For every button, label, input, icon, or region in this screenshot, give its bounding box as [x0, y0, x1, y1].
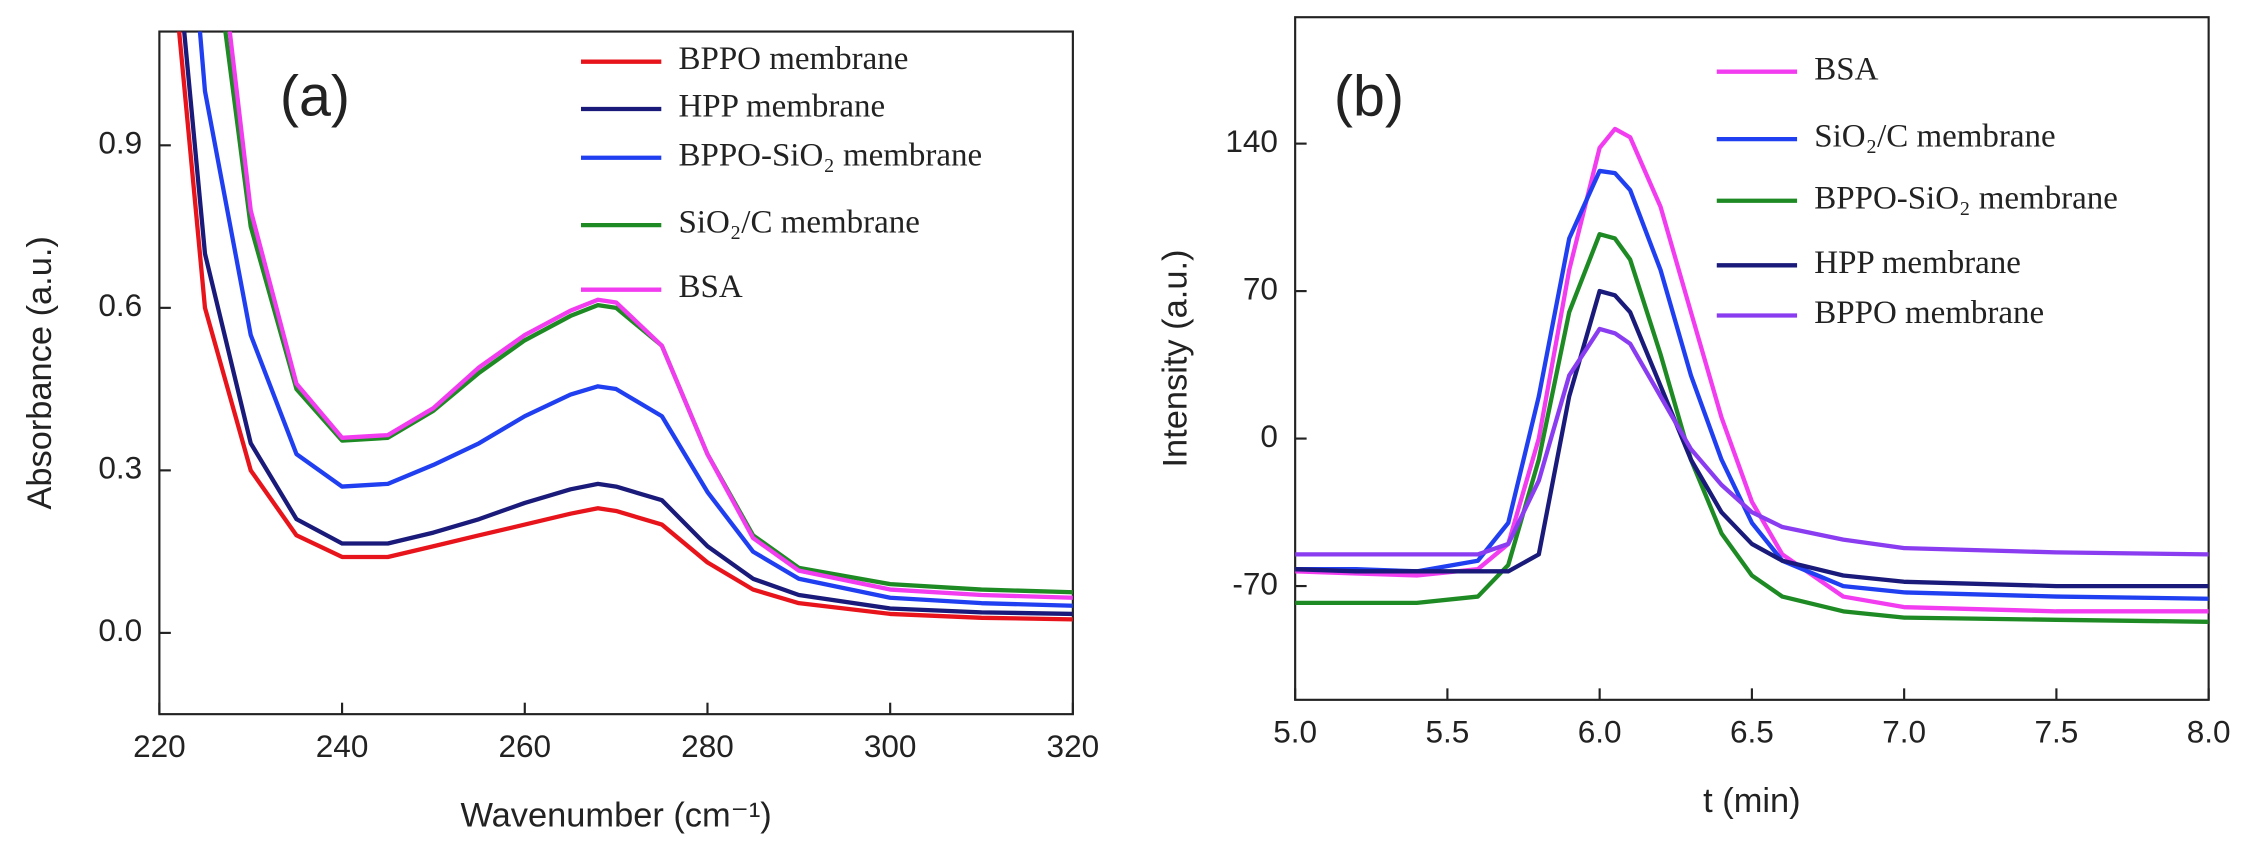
x-tick-label: 7.0: [1882, 714, 1926, 750]
series-line: [1295, 232, 2209, 624]
series-line: [197, 31, 1073, 608]
legend-label: HPP membrane: [1814, 245, 2021, 281]
y-tick-label: 0.6: [98, 287, 142, 323]
legend-label: BPPO membrane: [679, 41, 909, 77]
legend-label: HPP membrane: [679, 89, 886, 125]
legend-label: BSA: [679, 269, 743, 305]
x-tick-label: 320: [1047, 728, 1100, 764]
legend-label: SiO₂/C membrane: [679, 205, 920, 241]
y-tick-label: 0.9: [98, 125, 142, 161]
x-tick-label: 260: [498, 728, 551, 764]
series-line: [227, 31, 1073, 600]
x-tick-label: 220: [133, 728, 186, 764]
legend-label: BPPO-SiO₂ membrane: [1814, 180, 2118, 216]
x-tick-label: 8.0: [2187, 714, 2231, 750]
x-axis-label: t (min): [1703, 782, 1800, 820]
panel-label: (a): [280, 65, 350, 129]
y-tick-label: 140: [1225, 123, 1278, 159]
legend-label: BPPO-SiO₂ membrane: [679, 137, 983, 173]
series-group: [176, 31, 1073, 622]
legend-label: SiO₂/C membrane: [1814, 119, 2055, 155]
y-axis-label: Intensity (a.u.): [1157, 250, 1195, 468]
legend-label: BSA: [1814, 51, 1878, 87]
y-tick-label: -70: [1232, 565, 1278, 601]
series-line: [223, 31, 1073, 595]
series-group: [1295, 126, 2209, 624]
x-tick-label: 240: [316, 728, 369, 764]
x-tick-label: 5.0: [1273, 714, 1317, 750]
series-line: [1295, 288, 2209, 589]
x-tick-label: 6.5: [1730, 714, 1774, 750]
y-tick-label: 0: [1260, 418, 1278, 454]
panel-label: (b): [1334, 65, 1404, 129]
series-line: [1295, 168, 2209, 601]
y-tick-label: 0.0: [98, 612, 142, 648]
x-tick-label: 300: [864, 728, 917, 764]
x-tick-label: 280: [681, 728, 734, 764]
y-tick-label: 70: [1243, 270, 1278, 306]
plot-frame: [158, 30, 1074, 716]
x-tick-label: 5.5: [1425, 714, 1469, 750]
legend-label: BPPO membrane: [1814, 295, 2044, 331]
series-line: [176, 31, 1073, 622]
series-line: [1295, 326, 2209, 557]
y-axis-label: Absorbance (a.u.): [21, 236, 59, 510]
x-tick-label: 6.0: [1578, 714, 1622, 750]
series-line: [182, 31, 1073, 617]
y-tick-label: 0.3: [98, 450, 142, 486]
x-axis-label: Wavenumber (cm⁻¹): [460, 797, 771, 835]
x-tick-label: 7.5: [2034, 714, 2078, 750]
